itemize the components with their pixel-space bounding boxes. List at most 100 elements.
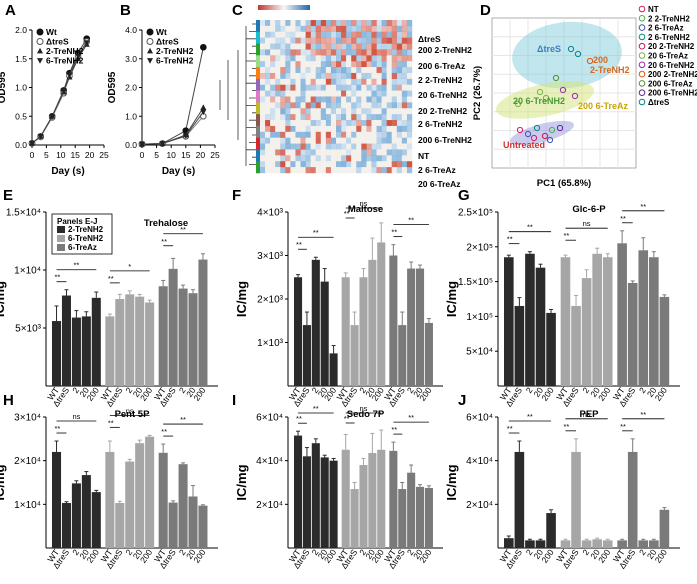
heatmap-cell — [320, 149, 327, 156]
heatmap-cell — [336, 96, 342, 103]
heatmap-cell — [386, 61, 392, 68]
bar — [168, 502, 178, 548]
bar — [377, 242, 386, 386]
heatmap-cell — [351, 90, 357, 97]
heatmap-cell — [325, 96, 332, 103]
heatmap-cell — [351, 49, 357, 56]
bar — [359, 465, 368, 548]
heatmap-cell — [406, 67, 413, 74]
heatmap-cell — [396, 78, 403, 85]
y-tick-label: 1.0 — [15, 83, 27, 93]
heatmap-cell — [351, 20, 357, 27]
legend-title: Panels E-J — [57, 217, 97, 226]
bar — [341, 449, 350, 548]
y-tick-label: 4×10⁴ — [256, 456, 283, 467]
heatmap-cell — [285, 161, 291, 168]
x-tick-label: 200 — [653, 547, 669, 565]
data-point — [182, 133, 189, 139]
legend-marker — [147, 58, 153, 64]
bar — [368, 453, 377, 548]
heatmap-cell — [376, 43, 382, 50]
heatmap-cell — [295, 149, 301, 156]
heatmap-cell — [315, 72, 321, 80]
heatmap-cell — [386, 167, 392, 174]
heatmap-cell — [295, 108, 301, 115]
pca-point — [571, 92, 579, 100]
x-tick-label: 10 — [166, 150, 176, 160]
y-axis-label: IC/mg — [0, 464, 7, 500]
heatmap-cell — [386, 155, 392, 162]
y-tick-label: 1.5×10⁵ — [458, 277, 493, 288]
bar — [407, 268, 416, 386]
x-tick-label: 200 — [539, 385, 555, 403]
legend-marker — [638, 52, 646, 59]
x-tick-label: 2 — [637, 547, 648, 557]
heatmap-cell — [310, 61, 316, 68]
significance-label: ns — [126, 406, 134, 415]
heatmap-cell — [341, 25, 347, 32]
color-key — [258, 5, 310, 10]
heatmap-cell — [310, 161, 316, 168]
significance-label: ** — [296, 414, 302, 423]
group-color-bar — [256, 137, 260, 150]
significance-label: ** — [161, 427, 167, 436]
heatmap-cell — [361, 137, 367, 144]
heatmap-cell — [406, 137, 413, 144]
y-tick-label: 2×10⁵ — [466, 242, 493, 253]
heatmap-cell — [325, 90, 332, 97]
significance-label: ** — [527, 412, 533, 421]
heatmap-cell — [366, 84, 372, 91]
heatmap-cell — [396, 43, 403, 50]
bar — [320, 281, 329, 386]
heatmap-cell — [265, 49, 271, 56]
heatmap-cell — [406, 72, 413, 80]
heatmap-cell — [295, 155, 301, 162]
heatmap-cell — [396, 125, 403, 133]
heatmap-cell — [265, 72, 271, 80]
heatmap-cell — [376, 155, 382, 162]
significance-label: ** — [527, 223, 533, 232]
bar — [514, 305, 525, 386]
heatmap-cell — [366, 161, 372, 168]
heatmap-cell — [356, 84, 362, 91]
heatmap-cell — [285, 143, 291, 150]
bar — [125, 294, 135, 386]
heatmap-cell — [290, 131, 296, 138]
heatmap-cell — [336, 102, 342, 109]
heatmap-cell — [381, 90, 387, 97]
heatmap-cell — [391, 102, 397, 109]
heatmap-cell — [381, 84, 387, 91]
heatmap-cell — [391, 49, 397, 56]
heatmap-cell — [346, 131, 352, 138]
significance-label: ** — [507, 235, 513, 244]
x-tick-label: 2 — [524, 385, 535, 395]
heatmap-cell — [391, 131, 397, 138]
heatmap-cell — [346, 25, 352, 32]
bar — [617, 540, 627, 548]
heatmap-cell — [336, 67, 342, 74]
heatmap-cell — [295, 55, 301, 62]
heatmap-cell — [386, 137, 392, 144]
heatmap-cell — [300, 67, 306, 74]
heatmap-cell — [366, 137, 372, 144]
y-tick-label: 4×10³ — [257, 208, 284, 219]
x-tick-label: 0 — [30, 150, 35, 160]
heatmap-cell — [346, 61, 352, 68]
pca-point — [552, 74, 560, 82]
group-color-bar — [256, 102, 260, 115]
heatmap-cell — [285, 67, 291, 74]
x-tick-label: 200 — [85, 547, 101, 565]
heatmap-cell — [351, 120, 357, 127]
heatmap-cell — [285, 49, 291, 56]
heatmap-cell — [401, 149, 408, 156]
heatmap-cell — [325, 102, 332, 109]
heatmap-cell — [275, 90, 281, 97]
bar — [294, 277, 303, 386]
bar — [71, 317, 81, 386]
heatmap-cell — [310, 143, 316, 150]
heatmap-cell — [336, 43, 342, 50]
heatmap-cell — [346, 67, 352, 74]
heatmap-cell — [300, 90, 306, 97]
heatmap-cell — [366, 61, 372, 68]
